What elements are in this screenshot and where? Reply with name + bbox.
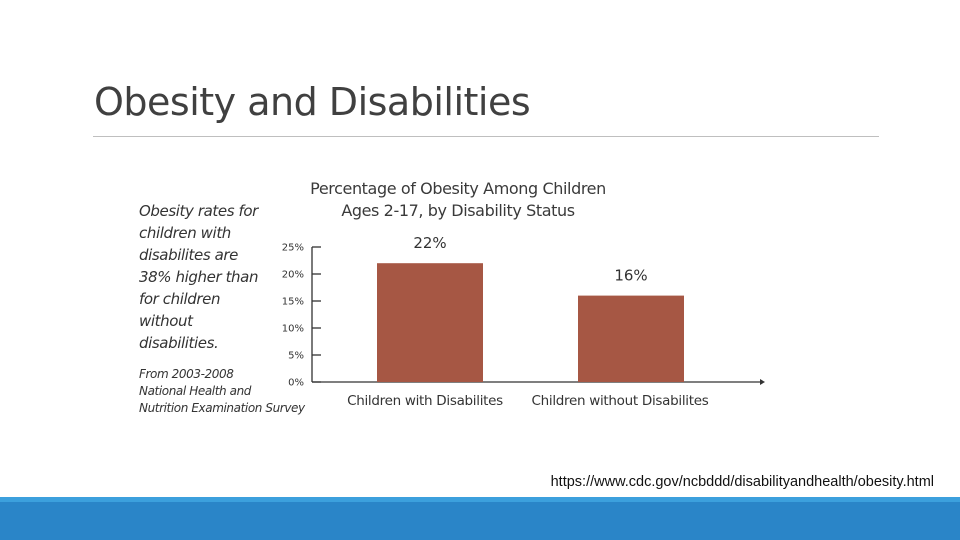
source-url[interactable]: https://www.cdc.gov/ncbddd/disabilityand…	[550, 474, 934, 490]
bar-value-label: 16%	[614, 267, 647, 285]
source-note-line: Nutrition Examination Survey	[139, 401, 305, 415]
slide-title: Obesity and Disabilities	[94, 80, 531, 124]
side-note-line: for children	[139, 290, 221, 308]
bar	[377, 263, 483, 382]
category-label: Children without Disabilites	[531, 393, 708, 409]
x-axis-arrow	[760, 379, 765, 385]
source-note-line: From 2003-2008	[139, 367, 234, 381]
footer-band	[0, 502, 960, 540]
y-tick-label: 15%	[282, 297, 304, 308]
category-label: Children with Disabilites	[347, 393, 503, 409]
footer-accent-line	[0, 497, 960, 502]
side-note-line: disabilites are	[139, 246, 239, 264]
y-tick-label: 5%	[288, 351, 304, 362]
y-tick-label: 10%	[282, 324, 304, 335]
side-note-line: 38% higher than	[139, 268, 259, 286]
bar-value-label: 22%	[413, 234, 446, 252]
source-note: From 2003-2008 National Health and Nutri…	[139, 366, 329, 417]
bar	[578, 295, 684, 382]
chart-title-line-1: Percentage of Obesity Among Children	[310, 179, 606, 198]
side-note-line: without	[139, 312, 193, 330]
side-note-line: disabilities.	[139, 334, 219, 352]
source-note-line: National Health and	[139, 384, 252, 398]
chart-title-line-2: Ages 2-17, by Disability Status	[341, 201, 574, 220]
y-tick-label: 20%	[282, 270, 304, 281]
side-note-line: Obesity rates for	[139, 202, 258, 220]
side-note: Obesity rates for children with disabili…	[139, 200, 289, 354]
title-divider	[93, 136, 879, 137]
side-note-line: children with	[139, 224, 231, 242]
y-tick-label: 25%	[282, 243, 304, 254]
y-tick-label: 0%	[288, 378, 304, 389]
